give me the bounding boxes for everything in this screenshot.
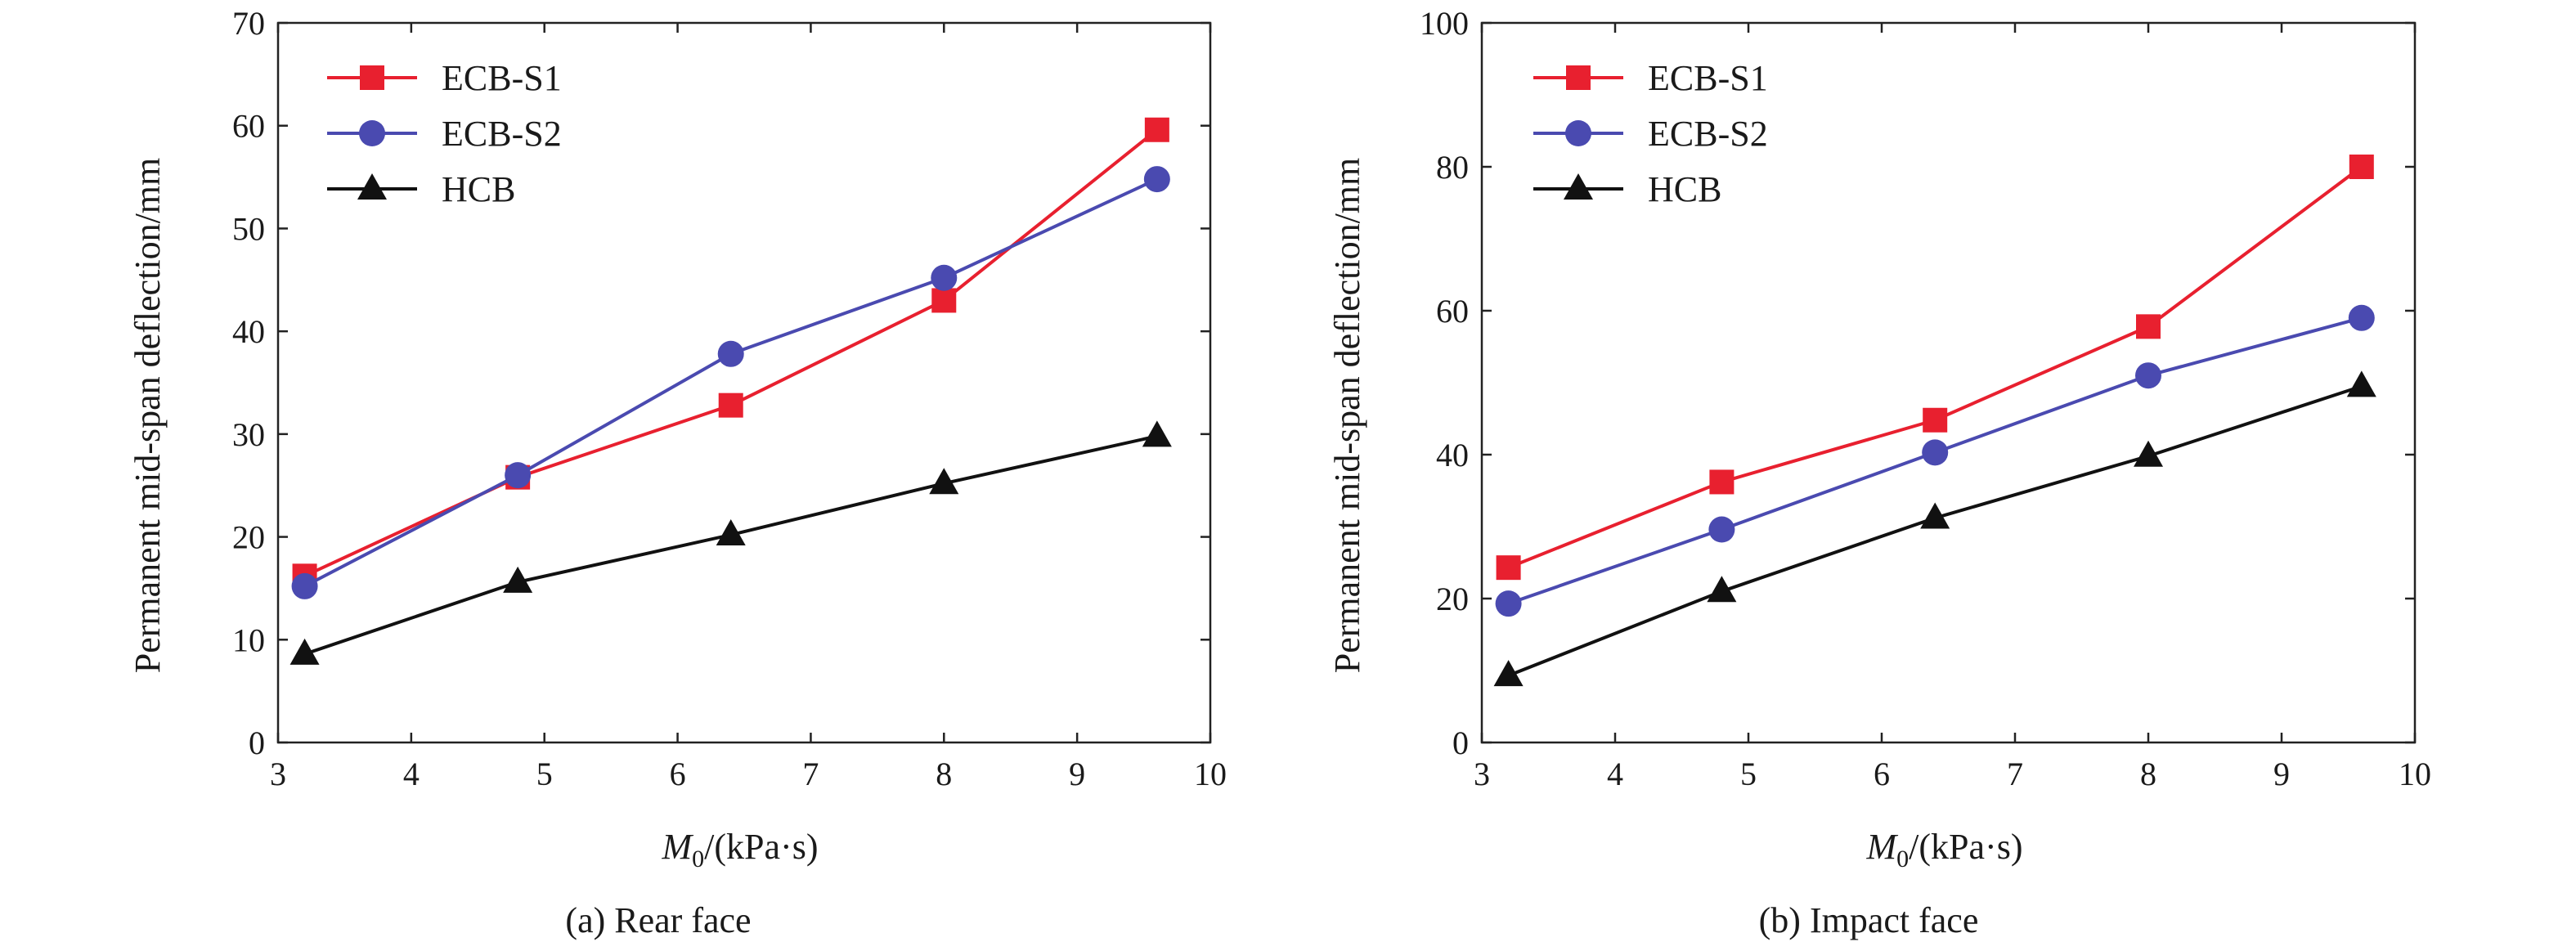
panel-caption: (b) Impact face — [1759, 900, 1979, 940]
data-point-hcb — [2346, 370, 2376, 397]
x-axis-label: M0/(kPa·s) — [662, 827, 819, 872]
legend-marker-ecb-s1 — [360, 65, 384, 90]
legend-label-ecb-s2: ECB-S2 — [1648, 114, 1768, 154]
y-tick-label: 10 — [232, 621, 265, 658]
data-point-ecb-s2 — [931, 264, 958, 291]
legend-marker-ecb-s2 — [359, 120, 385, 146]
data-point-ecb-s1 — [931, 288, 957, 313]
data-point-hcb — [1707, 576, 1737, 603]
y-tick-label: 0 — [249, 724, 265, 761]
data-point-hcb — [1142, 420, 1172, 447]
x-tick-label: 3 — [1474, 756, 1490, 792]
data-point-ecb-s1 — [2349, 155, 2374, 179]
data-point-ecb-s2 — [2348, 304, 2375, 331]
y-tick-label: 100 — [1420, 5, 1469, 42]
legend-marker-hcb — [1564, 173, 1593, 200]
y-tick-label: 0 — [1452, 724, 1469, 761]
y-tick-label: 20 — [232, 519, 265, 556]
legend-label-ecb-s1: ECB-S1 — [442, 58, 562, 98]
x-tick-label: 6 — [670, 756, 686, 792]
data-point-hcb — [1920, 502, 1950, 529]
y-tick-label: 60 — [1436, 293, 1469, 330]
y-tick-label: 80 — [1436, 149, 1469, 186]
legend-marker-hcb — [357, 173, 387, 200]
data-point-ecb-s2 — [1922, 439, 1949, 466]
y-tick-label: 50 — [232, 210, 265, 247]
plot-frame — [276, 21, 1212, 744]
y-tick-label: 40 — [1436, 437, 1469, 473]
data-point-ecb-s2 — [505, 462, 532, 489]
data-point-ecb-s2 — [1708, 516, 1735, 543]
x-tick-label: 10 — [2399, 756, 2431, 792]
x-tick-label: 9 — [2273, 756, 2290, 792]
x-tick-label: 6 — [1874, 756, 1890, 792]
data-point-hcb — [289, 638, 320, 665]
data-point-ecb-s2 — [717, 340, 744, 367]
legend-marker-ecb-s1 — [1566, 65, 1591, 90]
data-point-ecb-s1 — [1144, 117, 1169, 142]
data-point-hcb — [2134, 440, 2163, 467]
legend-label-ecb-s2: ECB-S2 — [442, 114, 562, 154]
chart-panel-rear-face: Permanent mid-span deflection/mm M0/(kPa… — [128, 5, 1227, 940]
data-point-ecb-s2 — [1495, 590, 1522, 617]
x-tick-label: 5 — [1740, 756, 1757, 792]
x-tick-label: 4 — [403, 756, 420, 792]
y-tick-label: 30 — [232, 416, 265, 453]
data-point-ecb-s2 — [1143, 166, 1170, 193]
x-axis-label: M0/(kPa·s) — [1866, 827, 2023, 872]
data-point-ecb-s1 — [2136, 314, 2161, 339]
data-point-ecb-s1 — [1496, 555, 1521, 581]
plot-frame — [1480, 21, 2417, 744]
data-point-hcb — [716, 519, 746, 546]
x-tick-label: 10 — [1194, 756, 1227, 792]
data-point-ecb-s1 — [1709, 469, 1735, 495]
data-point-hcb — [929, 468, 959, 495]
y-tick-label: 70 — [232, 5, 265, 42]
chart-panel-impact-face: Permanent mid-span deflection/mm M0/(kPa… — [1327, 5, 2431, 940]
y-tick-label: 60 — [232, 108, 265, 145]
data-point-ecb-s2 — [2135, 362, 2161, 389]
x-tick-label: 7 — [2007, 756, 2023, 792]
panel-caption: (a) Rear face — [565, 900, 751, 940]
x-tick-label: 8 — [936, 756, 952, 792]
y-tick-label: 20 — [1436, 581, 1469, 617]
data-point-ecb-s2 — [291, 572, 318, 599]
data-point-hcb — [1493, 660, 1524, 687]
x-tick-label: 7 — [802, 756, 819, 792]
x-tick-label: 9 — [1069, 756, 1085, 792]
legend-label-ecb-s1: ECB-S1 — [1648, 58, 1768, 98]
data-point-ecb-s1 — [1923, 407, 1948, 433]
legend-marker-ecb-s2 — [1565, 120, 1591, 146]
x-tick-label: 8 — [2140, 756, 2156, 792]
x-tick-label: 5 — [536, 756, 553, 792]
y-axis-label: Permanent mid-span deflection/mm — [1327, 158, 1367, 674]
data-point-ecb-s1 — [718, 393, 743, 418]
legend-label-hcb: HCB — [442, 169, 515, 209]
legend-label-hcb: HCB — [1648, 169, 1721, 209]
x-tick-label: 4 — [1607, 756, 1623, 792]
x-tick-label: 3 — [270, 756, 286, 792]
data-point-hcb — [503, 566, 533, 593]
y-tick-label: 40 — [232, 313, 265, 350]
y-axis-label: Permanent mid-span deflection/mm — [128, 158, 168, 674]
